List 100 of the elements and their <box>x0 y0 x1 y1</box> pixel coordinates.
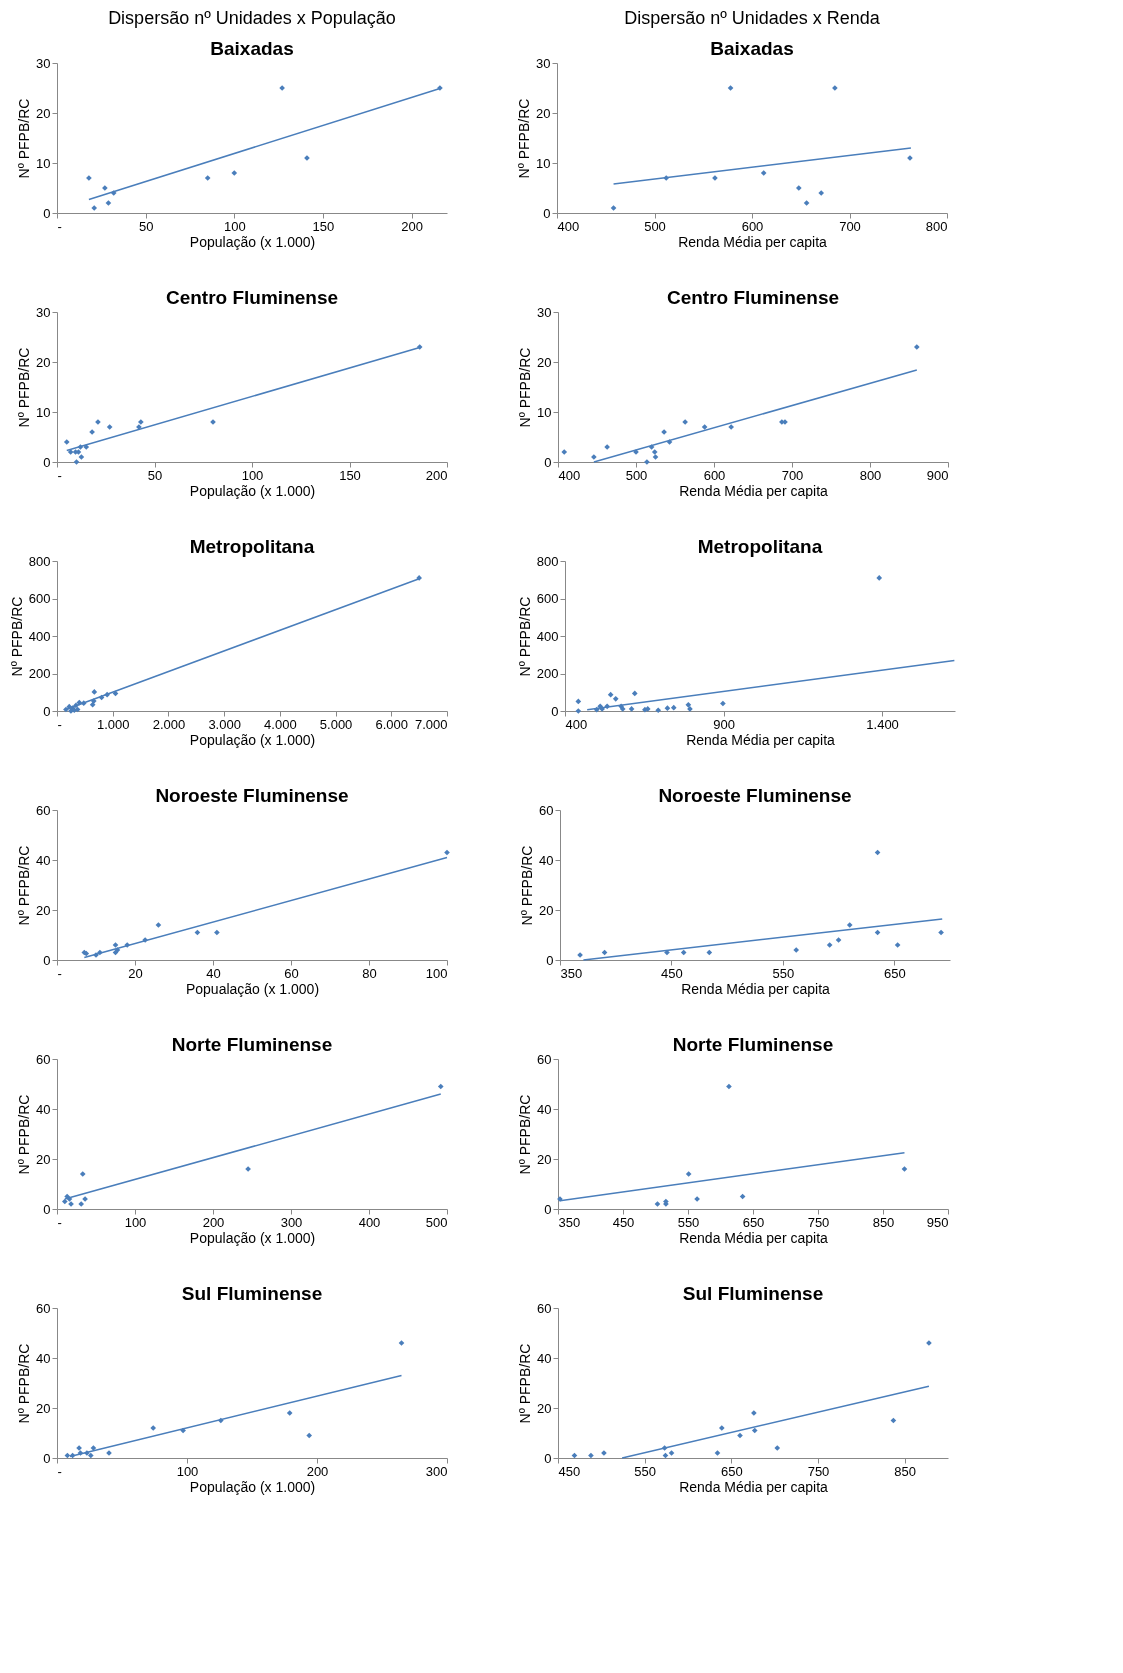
point <box>774 1445 781 1451</box>
y-axis-title: Nº PFPB/RC <box>16 1343 33 1424</box>
point <box>437 1083 444 1090</box>
y-tick-label: 30 <box>536 55 551 71</box>
y-tick-label: 20 <box>36 902 51 918</box>
point <box>91 689 98 695</box>
y-tick-label: 0 <box>43 1201 51 1217</box>
x-axis-title: Renda Média per capita <box>679 1478 829 1495</box>
x-tick-label: - <box>57 1214 62 1230</box>
x-tick-label: 20 <box>128 965 143 981</box>
y-tick-label: 0 <box>543 205 551 221</box>
x-tick-label: - <box>57 716 62 732</box>
y-tick-label: 0 <box>551 703 559 719</box>
x-tick-label: 650 <box>742 1214 765 1230</box>
y-axis-title: Nº PFPB/RC <box>519 845 536 926</box>
point <box>67 449 74 455</box>
text: Dispersão nº Unidades x População <box>108 8 396 28</box>
chart-title: Sul Fluminense <box>181 1283 323 1304</box>
y-axis-title: Nº PFPB/RC <box>8 596 25 677</box>
x-tick-label: 150 <box>339 467 361 483</box>
x-axis-title: Renda Média per capita <box>686 731 836 748</box>
y-tick-label: 30 <box>36 55 51 71</box>
y-tick-label: 600 <box>28 591 51 606</box>
y-tick-label: 60 <box>36 1300 51 1316</box>
x-tick-label: - <box>57 467 62 483</box>
y-tick-label: 20 <box>539 902 554 918</box>
x-axis-title: População (x 1.000) <box>189 233 316 250</box>
x-tick-label: 200 <box>425 467 448 483</box>
y-tick-label: 0 <box>43 454 51 470</box>
x-tick-label: 6.000 <box>375 716 409 732</box>
point <box>668 1450 675 1456</box>
point <box>751 1427 758 1434</box>
y-tick-label: 400 <box>536 628 559 644</box>
x-tick-label: 40 <box>206 965 221 981</box>
x-tick-label: 700 <box>781 467 804 483</box>
x-tick-label: - <box>57 1463 62 1479</box>
point <box>105 200 112 206</box>
point <box>78 1201 85 1207</box>
x-tick-label: 300 <box>280 1214 303 1230</box>
x-tick-label: 800 <box>859 467 882 483</box>
x-tick-label: 450 <box>612 1214 635 1230</box>
chart-title: Baixadas <box>210 38 294 59</box>
x-tick-label: 50 <box>147 467 163 483</box>
y-tick-label: 40 <box>36 1350 51 1366</box>
x-tick-label: 850 <box>894 1463 917 1479</box>
x-tick-label: 700 <box>839 218 861 234</box>
x-tick-label: 1.400 <box>866 716 899 732</box>
y-tick-label: 40 <box>539 852 554 868</box>
x-tick-label: 850 <box>872 1214 895 1230</box>
x-tick-label: 4.000 <box>264 716 297 732</box>
point <box>91 205 98 211</box>
x-tick-label: 900 <box>713 716 735 732</box>
x-tick-label: 200 <box>401 218 423 234</box>
point <box>83 444 90 450</box>
y-tick-label: 20 <box>36 1151 51 1167</box>
y-tick-label: 60 <box>537 1051 552 1067</box>
y-tick-label: 200 <box>536 666 559 681</box>
y-tick-label: 0 <box>544 454 552 470</box>
y-tick-label: 0 <box>544 1450 552 1466</box>
y-tick-label: 600 <box>536 591 559 606</box>
chart-title: Baixadas <box>710 38 794 59</box>
x-tick-label: 500 <box>625 467 648 483</box>
x-axis-title: População (x 1.000) <box>189 1229 316 1246</box>
y-axis-title: Nº PFPB/RC <box>516 98 533 179</box>
chart-title: Centro Fluminense <box>666 287 840 308</box>
point <box>79 1171 86 1177</box>
y-axis-title: Nº PFPB/RC <box>16 845 33 926</box>
x-tick-label: 60 <box>284 965 299 981</box>
y-tick-label: 40 <box>36 1101 51 1117</box>
x-tick-label: 600 <box>741 218 764 234</box>
x-axis-title: População (x 1.000) <box>189 482 316 499</box>
x-tick-label: - <box>57 218 62 234</box>
y-tick-label: 60 <box>537 1300 552 1316</box>
y-tick-label: 0 <box>43 205 51 221</box>
x-tick-label: 80 <box>362 965 377 981</box>
x-tick-label: 350 <box>560 965 583 981</box>
x-tick-label: 400 <box>557 218 580 234</box>
point <box>112 942 119 948</box>
x-tick-label: 750 <box>807 1463 830 1479</box>
x-tick-label: 100 <box>425 965 448 981</box>
x-tick-label: 600 <box>703 467 726 483</box>
y-axis-title: Nº PFPB/RC <box>517 347 534 428</box>
point <box>63 439 70 445</box>
x-axis-title: Renda Média per capita <box>678 233 828 250</box>
x-tick-label: 3.000 <box>208 716 241 732</box>
x-tick-label: 500 <box>644 218 666 234</box>
point <box>214 929 220 936</box>
point <box>714 1450 721 1456</box>
x-tick-label: 450 <box>661 965 683 981</box>
y-tick-label: 0 <box>546 952 554 968</box>
y-tick-label: 30 <box>36 304 51 320</box>
point <box>155 922 162 928</box>
x-tick-label: 500 <box>425 1214 448 1230</box>
x-axis-title: População (x 1.000) <box>189 731 316 748</box>
y-tick-label: 20 <box>537 1400 552 1416</box>
x-tick-label: 100 <box>124 1214 147 1230</box>
y-tick-label: 30 <box>537 304 552 320</box>
x-tick-label: 400 <box>358 1214 381 1230</box>
y-axis-title: Nº PFPB/RC <box>16 98 33 179</box>
point <box>737 1432 743 1439</box>
